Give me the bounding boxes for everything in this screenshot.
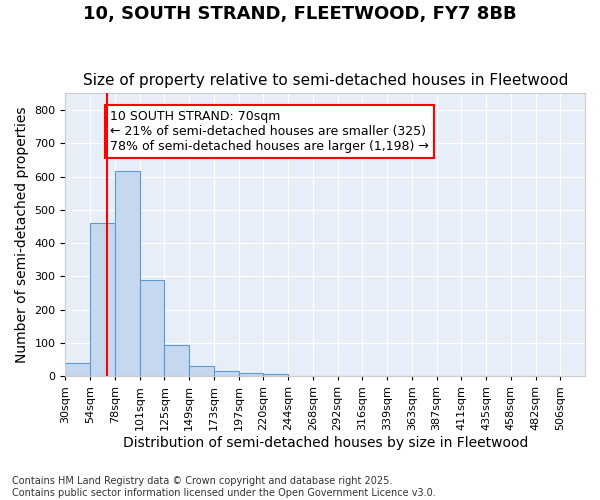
Bar <box>189 366 214 376</box>
Bar <box>263 374 288 376</box>
Text: 10, SOUTH STRAND, FLEETWOOD, FY7 8BB: 10, SOUTH STRAND, FLEETWOOD, FY7 8BB <box>83 5 517 23</box>
Bar <box>164 346 189 376</box>
Bar <box>115 171 140 376</box>
Y-axis label: Number of semi-detached properties: Number of semi-detached properties <box>15 106 29 363</box>
Text: 10 SOUTH STRAND: 70sqm
← 21% of semi-detached houses are smaller (325)
78% of se: 10 SOUTH STRAND: 70sqm ← 21% of semi-det… <box>110 110 429 153</box>
Title: Size of property relative to semi-detached houses in Fleetwood: Size of property relative to semi-detach… <box>83 73 568 88</box>
Text: Contains HM Land Registry data © Crown copyright and database right 2025.
Contai: Contains HM Land Registry data © Crown c… <box>12 476 436 498</box>
Bar <box>140 280 164 376</box>
Bar <box>214 372 239 376</box>
Bar <box>90 223 115 376</box>
Bar <box>239 373 263 376</box>
Bar <box>65 363 90 376</box>
X-axis label: Distribution of semi-detached houses by size in Fleetwood: Distribution of semi-detached houses by … <box>122 436 528 450</box>
